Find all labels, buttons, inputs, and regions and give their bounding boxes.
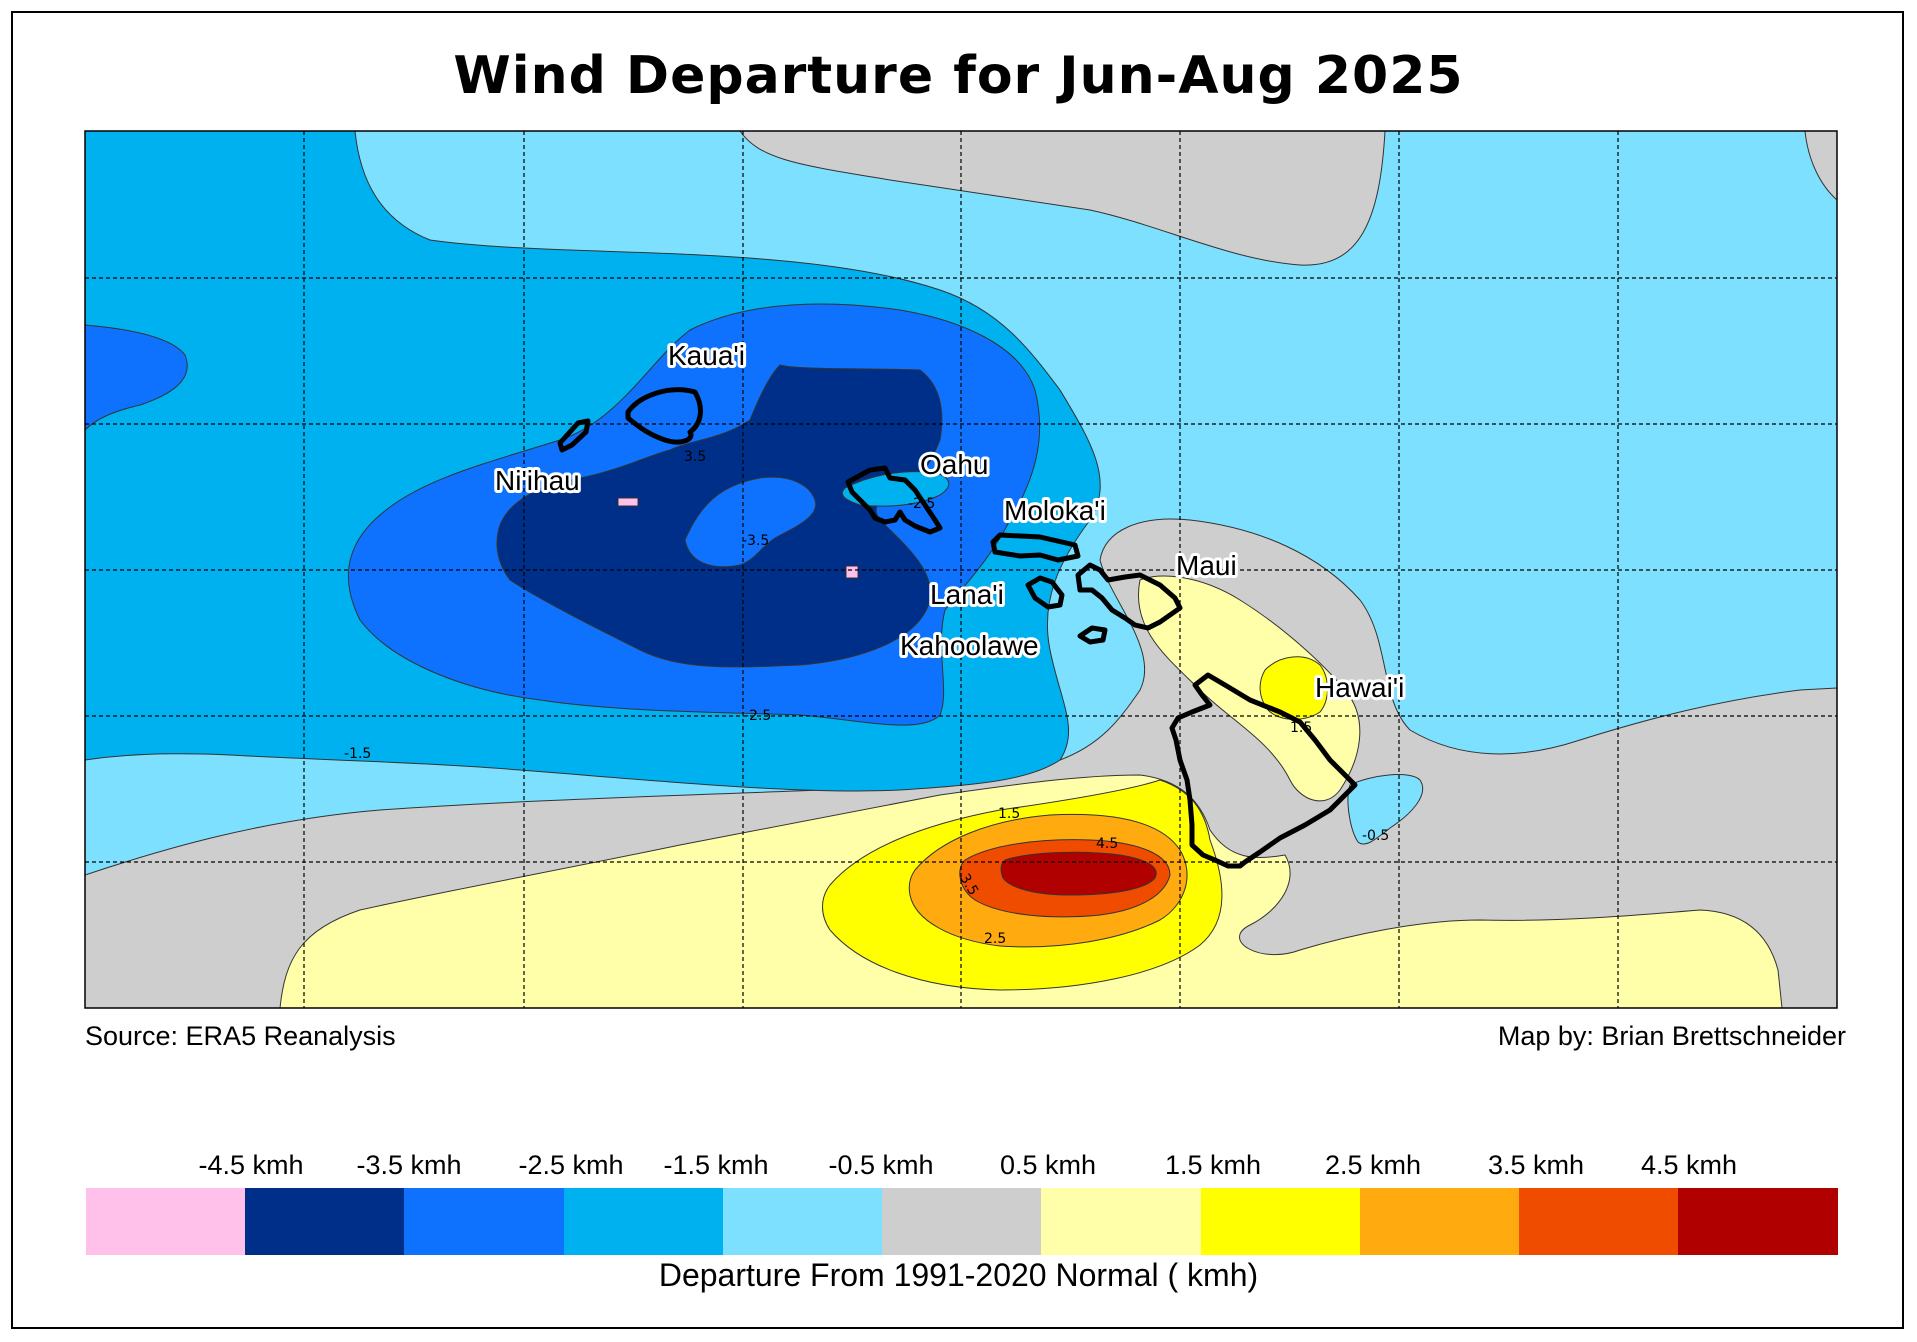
colorbar-label-1: -4.5 kmh — [198, 1150, 304, 1180]
colorbar-label-2: -3.5 kmh — [356, 1150, 462, 1180]
contour-label-2: -2.5 — [908, 496, 935, 512]
colorbar-swatch-2 — [245, 1188, 405, 1255]
colorbar-label-3: -2.5 kmh — [518, 1150, 624, 1180]
colorbar-swatch-1 — [86, 1188, 246, 1255]
contour-label-7: 4.5 — [1096, 836, 1118, 852]
colorbar-swatch-9 — [1360, 1188, 1520, 1255]
map-border — [84, 130, 1838, 1009]
source-note: Source: ERA5 Reanalysis — [85, 1021, 396, 1051]
colorbar-label-7: 1.5 kmh — [1164, 1150, 1262, 1180]
island-hawaii — [1169, 672, 1358, 869]
colorbar-swatch-8 — [1201, 1188, 1361, 1255]
contour-label-11: -0.5 — [1362, 828, 1389, 844]
label-kauai: Kaua'i — [668, 340, 745, 371]
credit-note: Map by: Brian Brettschneider — [1497, 1021, 1846, 1051]
colorbar-label-6: 0.5 kmh — [999, 1150, 1097, 1180]
colorbar-swatch-7 — [1041, 1188, 1201, 1255]
contour-labels: 3.5 -2.5 -3.5 -2.5 -1.5 1.5 4.5 3.5 2.5 … — [344, 449, 1389, 947]
label-maui: Maui — [1176, 550, 1237, 581]
label-molokai: Moloka'i — [1004, 495, 1106, 526]
band-neg05-east — [1347, 774, 1424, 845]
label-hawaii: Hawai'i — [1315, 672, 1404, 703]
island-molokai — [990, 532, 1081, 563]
colorbar-swatch-3 — [404, 1188, 564, 1255]
colorbar-swatch-5 — [723, 1188, 883, 1255]
label-lanai: Lana'i — [930, 579, 1004, 610]
graticule — [85, 131, 1837, 1008]
label-kahoolawe: Kahoolawe — [900, 630, 1039, 661]
band-neg45-a — [617, 497, 639, 507]
island-maui — [1075, 562, 1183, 631]
island-outlines — [557, 387, 1358, 869]
contour-label-1: 3.5 — [684, 449, 706, 465]
island-lanai — [1025, 575, 1065, 610]
contour-label-5: -1.5 — [344, 746, 371, 762]
colorbar-label-4: -1.5 kmh — [663, 1150, 769, 1180]
island-kahoolawe — [1077, 625, 1108, 645]
map-title: Wind Departure for Jun-Aug 2025 — [453, 46, 1464, 106]
band-neg45-b — [845, 565, 859, 579]
colorbar-label-10: 4.5 kmh — [1640, 1150, 1738, 1180]
band-neg25-far-west — [85, 324, 188, 431]
contour-label-4: -2.5 — [744, 708, 771, 724]
contour-label-10: 1.5 — [1290, 720, 1312, 736]
colorbar-title: Departure From 1991-2020 Normal ( kmh) — [658, 1257, 1259, 1293]
colorbar-swatch-10 — [1519, 1188, 1679, 1255]
label-oahu: Oahu — [920, 449, 989, 480]
colorbar-swatch-4 — [564, 1188, 724, 1255]
contour-label-9: 2.5 — [984, 931, 1006, 947]
band-pos15-hawaii — [1259, 656, 1328, 720]
island-labels: Kaua'i Ni'ihau Oahu Moloka'i Maui Lana'i… — [492, 337, 1407, 706]
island-kauai — [625, 387, 703, 445]
figure-frame — [11, 11, 1904, 1329]
colorbar-label-8: 2.5 kmh — [1324, 1150, 1422, 1180]
island-niihau — [557, 418, 591, 453]
colorbar-swatch-6 — [882, 1188, 1042, 1255]
contour-label-6: 1.5 — [998, 806, 1020, 822]
colorbar-swatch-11 — [1678, 1188, 1838, 1255]
band-neg25-inner — [684, 476, 817, 568]
colorbar-label-5: -0.5 kmh — [828, 1150, 934, 1180]
label-niihau: Ni'ihau — [495, 465, 580, 496]
band-pos45 — [1000, 851, 1157, 896]
contour-label-3: -3.5 — [742, 533, 769, 549]
island-oahu — [845, 465, 943, 535]
colorbar-label-9: 3.5 kmh — [1487, 1150, 1585, 1180]
